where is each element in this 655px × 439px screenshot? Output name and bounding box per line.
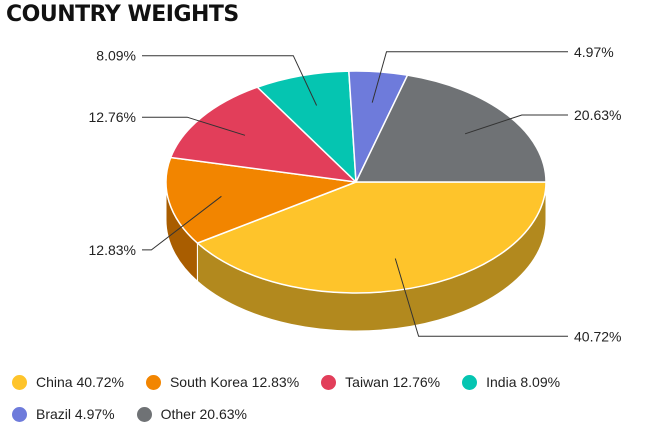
pie-slice-other <box>355 74 547 183</box>
legend-item-other[interactable]: Other 20.63% <box>136 406 247 422</box>
legend-label-other: Other 20.63% <box>160 406 247 422</box>
legend-item-brazil[interactable]: Brazil 4.97% <box>12 406 115 422</box>
legend-label-south-korea: South Korea 12.83% <box>169 374 300 390</box>
data-label-other: 20.63% <box>574 107 621 123</box>
leader-line-india <box>142 55 318 106</box>
data-label-brazil: 4.97% <box>574 44 614 60</box>
legend-label-brazil: Brazil 4.97% <box>36 406 115 422</box>
pie-data-labels: 40.72% 12.83% 12.76% 8.09% 4.97% 20.63% <box>89 44 622 344</box>
data-label-china: 40.72% <box>574 328 621 344</box>
data-label-india: 8.09% <box>96 48 136 64</box>
data-label-south-korea: 12.83% <box>89 242 136 258</box>
legend-item-china[interactable]: China 40.72% <box>12 374 124 390</box>
legend-swatch-brazil <box>12 406 27 422</box>
pie-slice-taiwan <box>169 86 357 183</box>
leader-line-taiwan <box>142 116 246 136</box>
pie-slice-india <box>256 70 357 183</box>
pie-chart: 40.72% 12.83% 12.76% 8.09% 4.97% 20.63% <box>89 44 622 344</box>
legend-swatch-south-korea <box>145 374 161 390</box>
legend-label-china: China 40.72% <box>36 374 124 390</box>
legend-row: China 40.72% South Korea 12.83% Taiwan 1… <box>12 372 642 392</box>
chart-legend: China 40.72% South Korea 12.83% Taiwan 1… <box>12 372 642 436</box>
pie-slice-south-korea <box>165 156 357 244</box>
leader-line-south-korea <box>142 195 222 251</box>
legend-swatch-taiwan <box>321 374 337 390</box>
data-label-taiwan: 12.76% <box>89 109 136 125</box>
legend-swatch-india <box>462 374 478 390</box>
pie-top-faces <box>165 70 547 294</box>
legend-item-india[interactable]: India 8.09% <box>462 374 560 390</box>
legend-item-south-korea[interactable]: South Korea 12.83% <box>145 374 300 390</box>
legend-label-taiwan: Taiwan 12.76% <box>345 374 441 390</box>
legend-item-taiwan[interactable]: Taiwan 12.76% <box>321 374 440 390</box>
leader-line-china <box>394 258 568 337</box>
legend-label-india: India 8.09% <box>486 374 561 390</box>
legend-swatch-china <box>12 374 27 390</box>
leader-line-brazil <box>371 51 568 103</box>
legend-swatch-other <box>136 406 152 422</box>
legend-row: Brazil 4.97% Other 20.63% <box>12 404 642 424</box>
chart-title: COUNTRY WEIGHTS <box>6 2 239 27</box>
leader-line-other <box>464 114 568 135</box>
